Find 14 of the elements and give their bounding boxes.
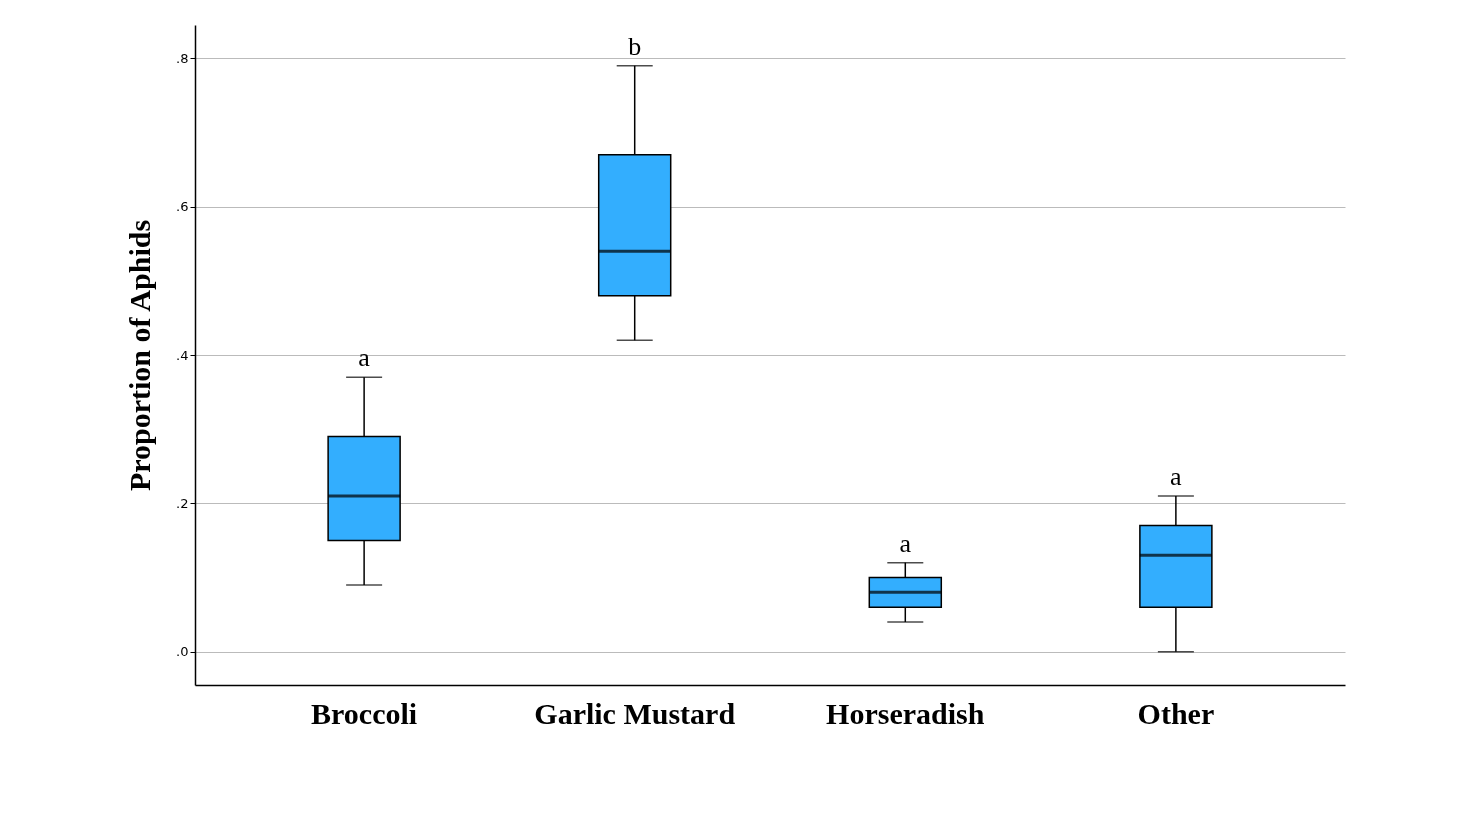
annotation: a: [1170, 461, 1183, 491]
y-tick-label: .8: [176, 50, 189, 66]
y-tick-label: .4: [176, 347, 189, 363]
y-tick-label: .2: [176, 495, 189, 511]
y-tick-label: .0: [176, 644, 189, 660]
annotation: a: [899, 528, 912, 558]
x-tick-label: Horseradish: [826, 696, 985, 730]
annotation: b: [628, 31, 642, 61]
x-tick-label: Garlic Mustard: [534, 696, 736, 730]
x-tick-label: Broccoli: [311, 696, 418, 730]
y-tick-label: .6: [176, 199, 189, 215]
annotation: a: [358, 343, 371, 373]
y-axis-title: Proportion of Aphids: [123, 219, 157, 492]
x-tick-label: Other: [1137, 696, 1215, 730]
